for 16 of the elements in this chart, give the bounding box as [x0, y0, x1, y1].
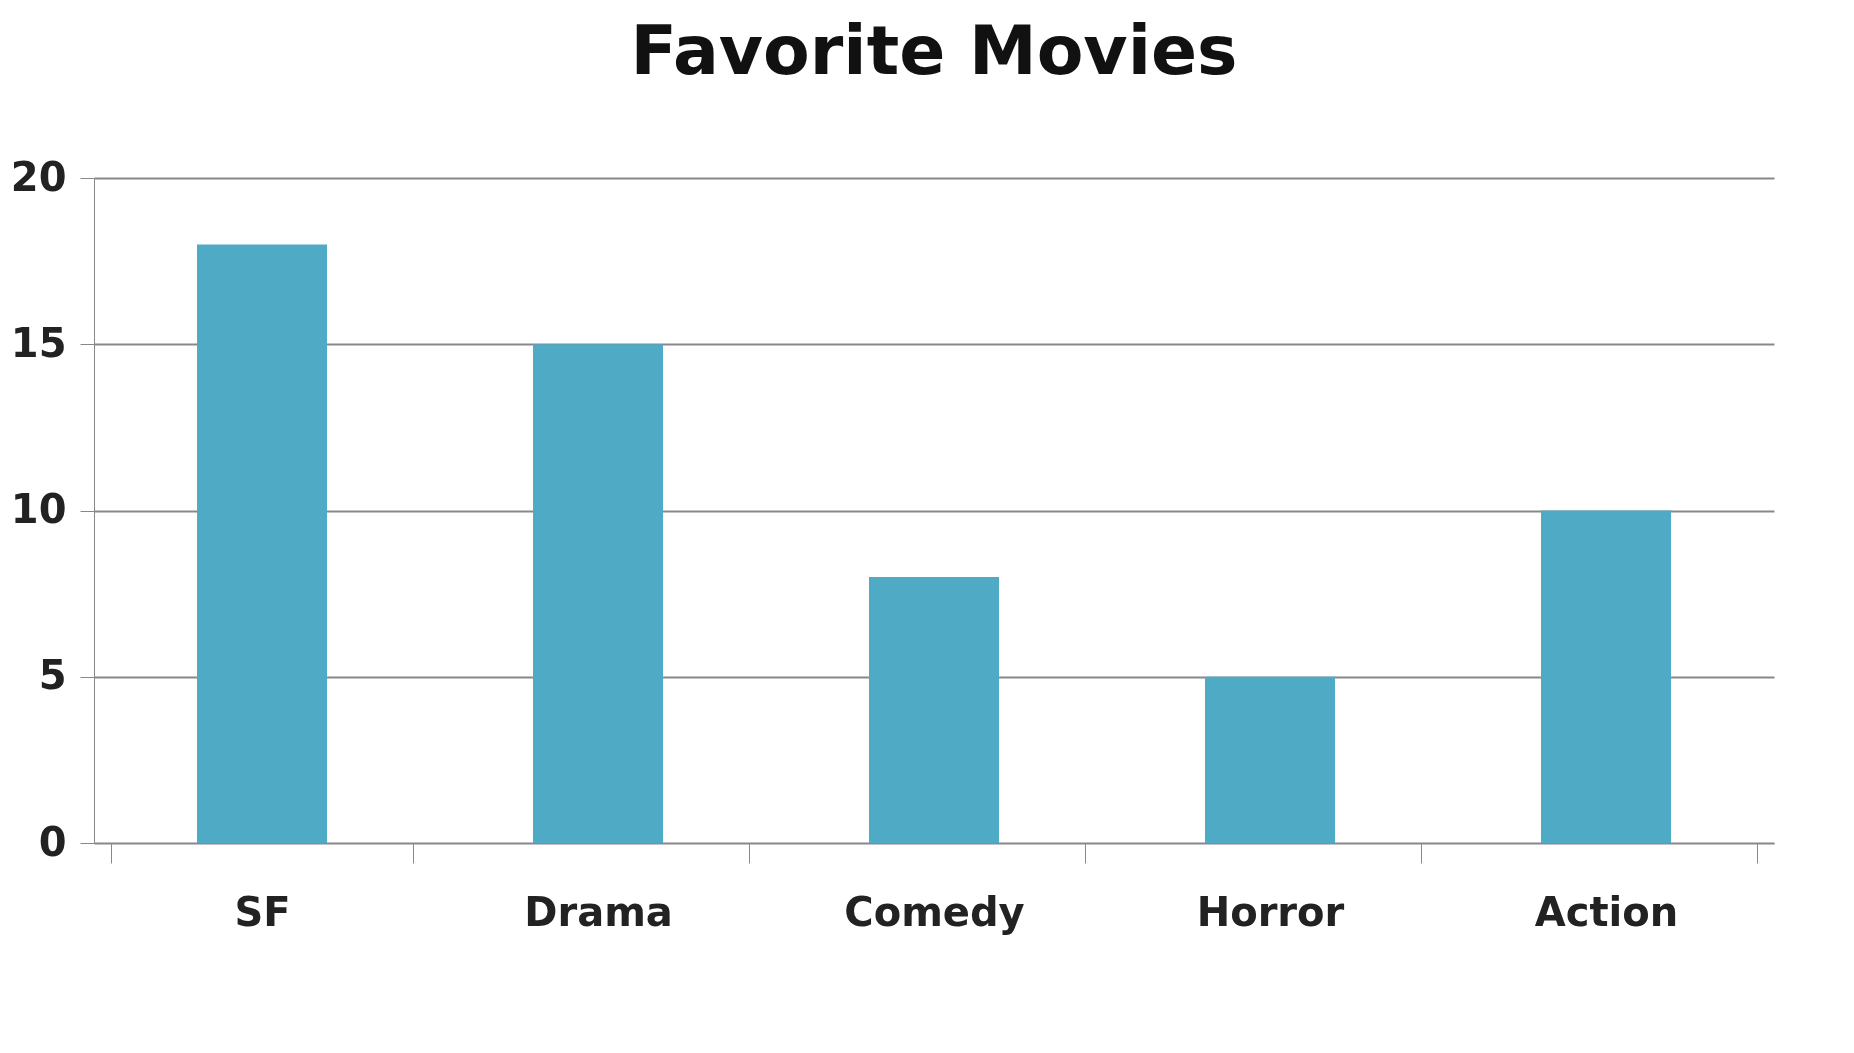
bar — [869, 577, 999, 843]
bar — [1205, 676, 1335, 843]
bar — [1541, 510, 1671, 843]
y-tick-label: 15 — [10, 319, 67, 366]
y-tick-label: 10 — [10, 486, 67, 532]
y-tick-label: 5 — [38, 652, 67, 699]
x-tick-label: SF — [234, 888, 291, 935]
y-tick-label: 20 — [10, 153, 67, 200]
bar — [533, 344, 663, 843]
x-tick-label: Comedy — [844, 888, 1025, 935]
x-tick-label: Drama — [524, 888, 673, 935]
bar — [197, 244, 327, 843]
x-tick-label: Action — [1534, 888, 1679, 935]
chart-title: Favorite Movies — [630, 11, 1238, 90]
y-tick-label: 0 — [38, 818, 67, 865]
x-tick-label: Horror — [1196, 888, 1345, 935]
